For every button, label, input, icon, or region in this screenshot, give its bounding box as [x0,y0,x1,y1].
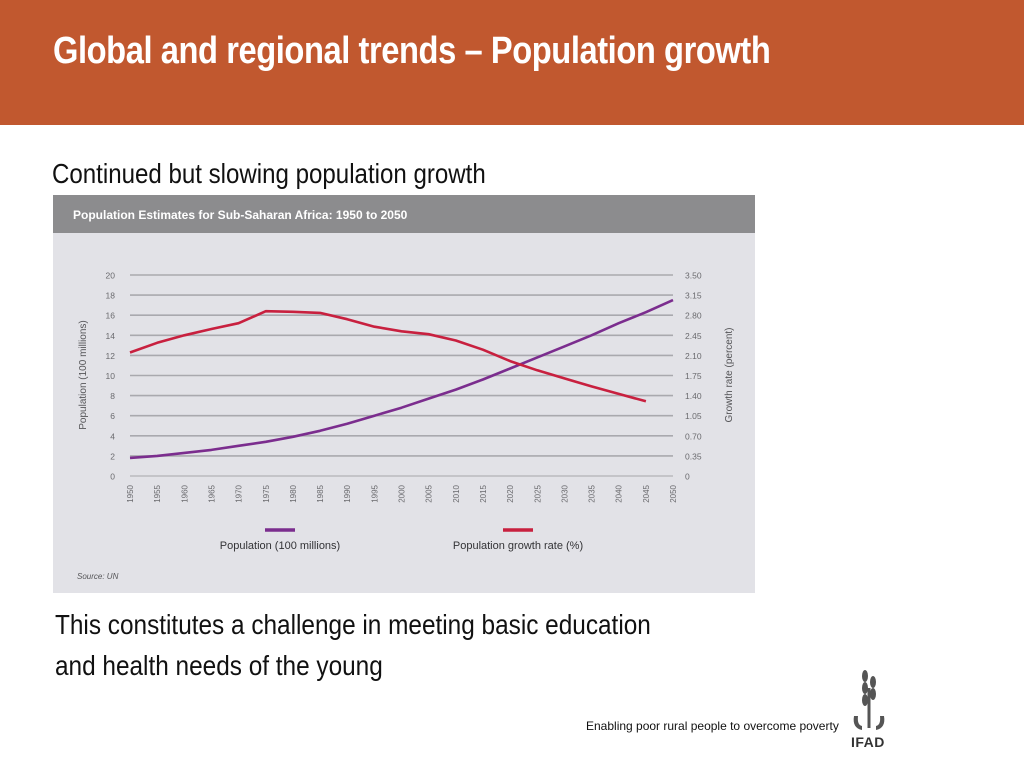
ifad-wheat-logo-icon [853,670,885,730]
x-tick-label: 1960 [180,484,189,502]
growth-rate-series-line [129,309,647,403]
right-tick-label: 2.80 [685,311,702,321]
chart-title: Population Estimates for Sub-Saharan Afr… [73,208,408,222]
legend-label-population: Population (100 millions) [220,540,340,552]
left-tick-label: 4 [110,431,115,441]
left-tick-label: 8 [110,391,115,401]
x-tick-label: 1980 [289,484,298,502]
left-tick-label: 12 [106,351,116,361]
x-tick-label: 2025 [533,484,542,502]
footer-tagline: Enabling poor rural people to overcome p… [586,719,839,733]
right-tick-label: 3.50 [685,271,702,281]
x-tick-label: 1965 [207,484,216,502]
right-axis-title: Growth rate (percent) [724,327,735,422]
right-tick-label: 1.75 [685,371,702,381]
left-tick-label: 2 [110,451,115,461]
slide-subtitle: Continued but slowing population growth [52,158,486,189]
x-tick-label: 2040 [615,484,624,502]
right-tick-label: 3.15 [685,291,702,301]
left-tick-label: 0 [110,472,115,482]
population-series-line [129,298,674,460]
chart-title-bar: Population Estimates for Sub-Saharan Afr… [53,195,755,233]
right-tick-label: 0.35 [685,451,702,461]
left-tick-label: 14 [106,331,116,341]
right-tick-label: 2.10 [685,351,702,361]
right-tick-label: 0.70 [685,431,702,441]
x-tick-label: 2035 [588,484,597,502]
source-note: Source: UN [77,572,119,581]
x-tick-label: 1970 [235,484,244,502]
left-tick-label: 6 [110,411,115,421]
x-tick-label: 2020 [506,484,515,502]
body-text: This constitutes a challenge in meeting … [55,609,651,681]
chart-panel: Population Estimates for Sub-Saharan Afr… [53,195,755,593]
left-tick-label: 16 [106,311,116,321]
x-tick-label: 1955 [153,484,162,502]
left-axis-title: Population (100 millions) [78,320,89,430]
ifad-logo-text: IFAD [851,734,885,750]
x-tick-label: 1985 [316,484,325,502]
right-tick-label: 1.05 [685,411,702,421]
x-tick-label: 2030 [560,484,569,502]
x-tick-label: 2050 [669,484,678,502]
x-tick-label: 2000 [398,484,407,502]
x-tick-label: 1995 [370,484,379,502]
x-tick-label: 1950 [126,484,135,502]
right-tick-label: 0 [685,472,690,482]
x-tick-label: 2005 [425,484,434,502]
x-tick-label: 2010 [452,484,461,502]
legend-label-growth-rate: Population growth rate (%) [453,540,583,552]
title-banner: Global and regional trends – Population … [0,0,1024,125]
left-tick-label: 18 [106,291,116,301]
population-chart: 0 0 2 0.35 4 0.70 6 1.05 8 1.40 10 1.75 12 2.10 14 2.45… [77,271,735,582]
left-tick-label: 10 [106,371,116,381]
x-tick-label: 2045 [642,484,651,502]
right-tick-label: 2.45 [685,331,702,341]
slide-title: Global and regional trends – Population … [53,30,771,72]
right-tick-label: 1.40 [685,391,702,401]
x-tick-label: 2015 [479,484,488,502]
left-tick-label: 20 [106,271,116,281]
x-tick-label: 1990 [343,484,352,502]
x-tick-label: 1975 [262,484,271,502]
